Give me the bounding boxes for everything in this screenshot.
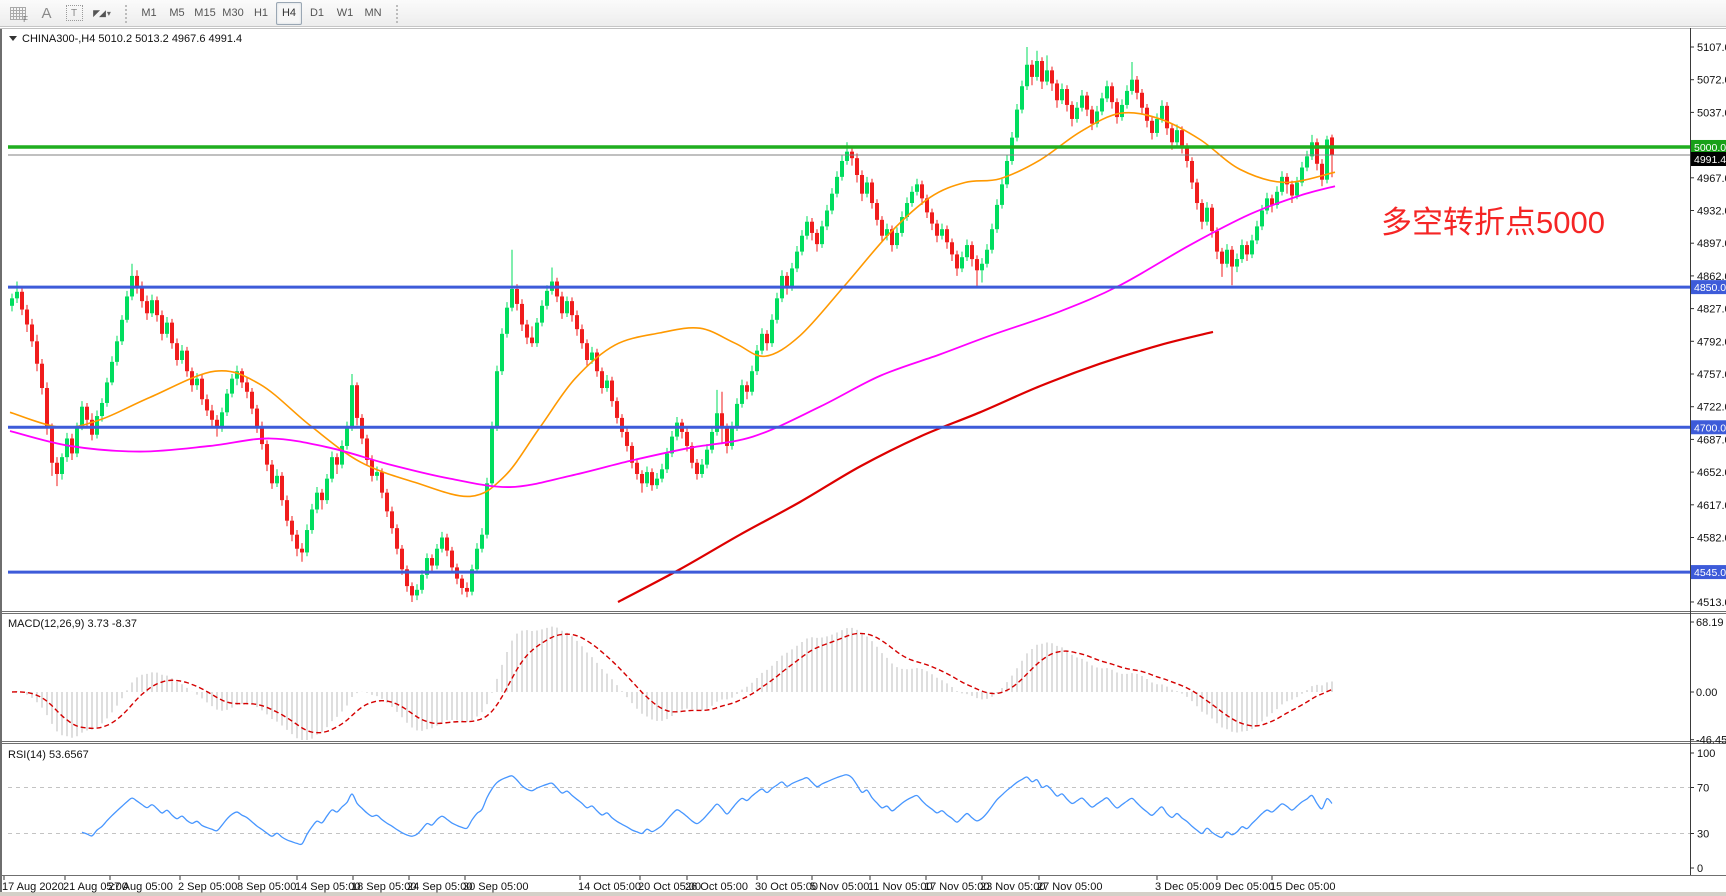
svg-text:4792.0: 4792.0 [1697, 336, 1726, 348]
svg-text:5000.0: 5000.0 [1694, 142, 1726, 154]
svg-text:30: 30 [1697, 829, 1709, 841]
macd-pane: 68.19 0.00 -46.45 [11, 617, 1726, 747]
svg-text:5072.0: 5072.0 [1697, 75, 1726, 87]
price-axis: 5107.0 5072.0 5037.0 4967.0 4932.0 4897.0 4862… [1690, 42, 1726, 609]
time-label: 23 Nov 05:00 [980, 881, 1045, 893]
svg-text:4513.0: 4513.0 [1697, 597, 1726, 609]
time-label: 24 Sep 05:00 [407, 881, 472, 893]
candles-layer [10, 47, 1334, 602]
time-label: 14 Oct 05:00 [578, 881, 641, 893]
toolbar-grip[interactable] [123, 3, 128, 23]
time-label: 3 Dec 05:00 [1155, 881, 1214, 893]
pane-frame [0, 28, 1726, 896]
svg-text:4582.0: 4582.0 [1697, 533, 1726, 545]
time-label: 2 Sep 05:00 [178, 881, 237, 893]
ma-fast-orange [9, 111, 1336, 498]
time-label: 8 Sep 05:00 [237, 881, 296, 893]
timeframes-group: M1 M5 M15 M30 H1 H4 D1 W1 MN [131, 0, 391, 27]
svg-text:4617.0: 4617.0 [1697, 500, 1726, 512]
svg-text:-46.45: -46.45 [1696, 735, 1726, 747]
time-label: 27 Nov 05:00 [1037, 881, 1102, 893]
time-label: 30 Sep 05:00 [463, 881, 528, 893]
timeframe-button-d1[interactable]: D1 [309, 7, 325, 19]
macd-label: MACD(12,26,9) 3.73 -8.37 [8, 618, 137, 630]
rsi-pane: 100 70 30 0 [8, 748, 1715, 875]
timeframe-button-mn[interactable]: MN [364, 7, 382, 19]
svg-text:4897.0: 4897.0 [1697, 238, 1726, 250]
price-badge-4991.4 [1691, 152, 1726, 167]
price-badge-4545.0 [1691, 565, 1726, 580]
svg-text:4687.0: 4687.0 [1697, 434, 1726, 446]
svg-text:4722.0: 4722.0 [1697, 402, 1726, 414]
rsi-line [81, 774, 1333, 846]
svg-text:4700.0: 4700.0 [1694, 422, 1726, 434]
arrow-objects-button[interactable]: ◤◢ ▾ [89, 2, 115, 25]
time-label: 21 Aug 05:00 [63, 881, 128, 893]
svg-text:4932.0: 4932.0 [1697, 206, 1726, 218]
timeframe-button-w1[interactable]: W1 [336, 7, 354, 19]
timeframe-button-m1[interactable]: M1 [141, 7, 157, 19]
svg-text:4827.0: 4827.0 [1697, 304, 1726, 316]
text-box-button[interactable]: T [61, 2, 87, 25]
time-label: 14 Sep 05:00 [295, 881, 360, 893]
timeframe-button-m15[interactable]: M15 [194, 7, 216, 19]
svg-text:0: 0 [1697, 863, 1703, 875]
svg-text:4967.0: 4967.0 [1697, 173, 1726, 185]
svg-text:4850.0: 4850.0 [1694, 282, 1726, 294]
svg-text:4652.0: 4652.0 [1697, 467, 1726, 479]
annotation-text[interactable]: 多空转折点5000 [1381, 205, 1605, 240]
timeframe-button-m30[interactable]: M30 [222, 7, 244, 19]
svg-text:4991.4: 4991.4 [1694, 154, 1726, 166]
svg-text:5037.0: 5037.0 [1697, 107, 1726, 119]
grid-f-label: F [23, 14, 28, 24]
horizontal-lines-layer[interactable] [8, 145, 1690, 574]
rsi-label: RSI(14) 53.6567 [8, 749, 89, 761]
ma-mid-magenta [9, 185, 1336, 488]
macd-signal-line [11, 632, 1333, 734]
time-label: 15 Dec 05:00 [1270, 881, 1335, 893]
time-label: 5 Nov 05:00 [810, 881, 869, 893]
chart-title: CHINA300-,H4 5010.2 5013.2 4967.6 4991.4 [22, 33, 242, 45]
timeframe-button-h4[interactable]: H4 [276, 1, 302, 25]
svg-text:4545.0: 4545.0 [1694, 567, 1726, 579]
time-label: 20 Oct 05:00 [638, 881, 701, 893]
ma-slow-red [617, 330, 1214, 603]
chart-dropdown-icon[interactable] [9, 36, 17, 41]
time-label: 30 Oct 05:00 [755, 881, 818, 893]
timeframe-button-m5[interactable]: M5 [169, 7, 185, 19]
price-badge-4850.0 [1691, 280, 1726, 295]
price-badge-4700.0 [1691, 420, 1726, 435]
toolbar: F A T ◤◢ ▾ M1 M5 M15 M30 H1 H4 D1 W1 MN [0, 0, 1726, 27]
time-label: 27 Aug 05:00 [108, 881, 173, 893]
time-label: 11 Nov 05:00 [868, 881, 933, 893]
chevron-down-icon[interactable]: ▾ [106, 8, 111, 18]
toolbar-grip-2[interactable] [394, 3, 399, 23]
chart-canvas[interactable]: 5107.0 5072.0 5037.0 4967.0 4932.0 4897.0 4862… [0, 28, 1726, 896]
svg-text:4862.0: 4862.0 [1697, 271, 1726, 283]
text-box-icon: T [65, 5, 83, 21]
time-label: 9 Dec 05:00 [1215, 881, 1274, 893]
time-label: 17 Nov 05:00 [924, 881, 989, 893]
text-label-button[interactable]: A [33, 2, 59, 25]
time-label: 18 Sep 05:00 [351, 881, 416, 893]
text-label-icon: A [41, 4, 51, 22]
price-badge-5000.0 [1691, 139, 1726, 154]
svg-text:70: 70 [1697, 783, 1709, 795]
time-label: 26 Oct 05:00 [685, 881, 748, 893]
timeframe-button-h1[interactable]: H1 [253, 7, 269, 19]
svg-text:68.19: 68.19 [1696, 617, 1724, 629]
arrows-icon: ◤◢ [93, 7, 106, 18]
grid-icon: F [10, 6, 28, 24]
svg-text:0.00: 0.00 [1696, 687, 1717, 699]
moving-averages-layer [9, 111, 1336, 603]
time-label: 17 Aug 2020 [2, 881, 64, 893]
svg-text:4757.0: 4757.0 [1697, 369, 1726, 381]
object-tools-group: F A T ◤◢ ▾ [0, 0, 120, 27]
svg-text:100: 100 [1697, 748, 1715, 760]
grid-style-button[interactable]: F [5, 2, 31, 25]
svg-text:5107.0: 5107.0 [1697, 42, 1726, 54]
